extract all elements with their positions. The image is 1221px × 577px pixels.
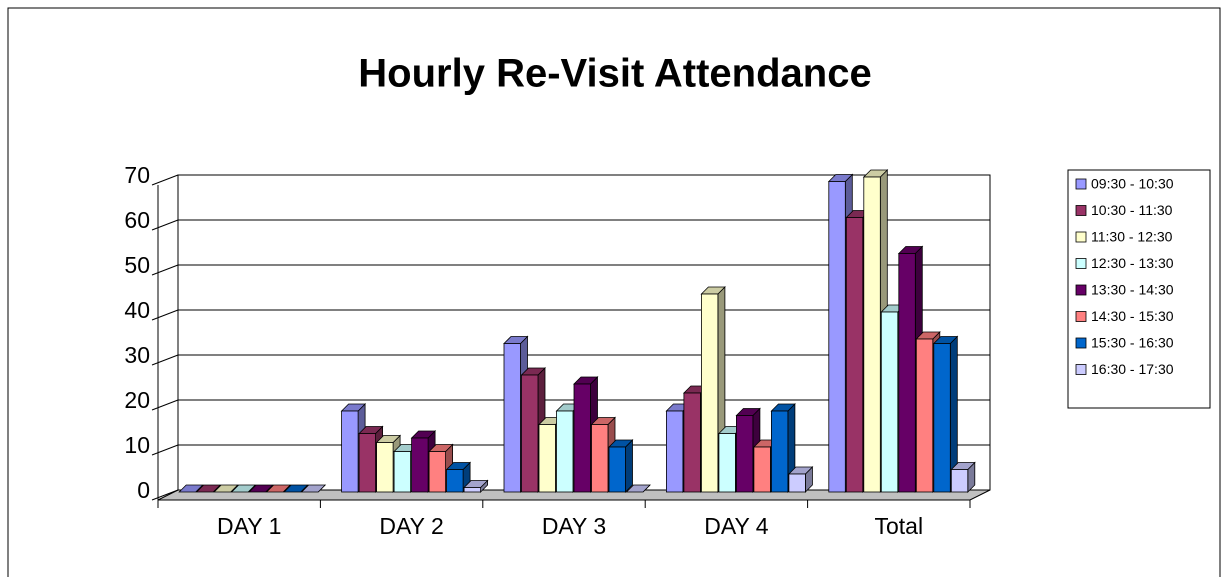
bar — [393, 451, 412, 493]
bar-top — [300, 484, 327, 493]
y-tick — [151, 354, 179, 366]
y-tick-label: 20 — [124, 387, 150, 413]
legend-label: 13:30 - 14:30 — [1091, 282, 1174, 298]
bar — [573, 383, 591, 493]
y-tick — [151, 219, 179, 231]
bar — [521, 374, 539, 493]
bar-group — [463, 479, 489, 493]
legend-label: 14:30 - 15:30 — [1091, 308, 1174, 324]
legend-label: 15:30 - 16:30 — [1091, 335, 1174, 351]
x-tick-label: DAY 3 — [542, 513, 606, 539]
legend — [1067, 169, 1211, 409]
bar-group — [230, 484, 257, 493]
bar — [845, 217, 864, 493]
bar — [898, 253, 916, 493]
bar-top — [265, 484, 292, 493]
bar — [591, 424, 609, 493]
bar — [718, 433, 736, 493]
bar — [411, 437, 429, 493]
y-tick — [151, 309, 179, 321]
bar-group — [300, 484, 327, 493]
legend-swatch — [1075, 231, 1087, 243]
bar-group — [283, 484, 309, 493]
legend-label: 16:30 - 17:30 — [1091, 361, 1174, 377]
bar — [556, 410, 574, 493]
bar-top — [178, 484, 204, 493]
bar — [753, 446, 771, 493]
chart-title: Hourly Re-Visit Attendance — [358, 52, 871, 96]
bar-group — [178, 484, 204, 493]
bar — [863, 176, 881, 493]
x-tick-label: DAY 1 — [217, 513, 281, 539]
bar — [701, 293, 719, 493]
chart-frame — [7, 7, 1221, 577]
bar — [608, 446, 626, 493]
bar — [503, 343, 521, 493]
y-tick-label: 40 — [124, 297, 150, 323]
bar-group — [932, 335, 959, 493]
bar — [428, 451, 447, 493]
y-tick — [151, 174, 179, 186]
legend-swatch — [1075, 258, 1087, 269]
bar-top — [625, 484, 651, 493]
bar — [933, 343, 951, 493]
bar — [880, 311, 899, 493]
bar-top — [230, 484, 257, 493]
bar-top — [283, 484, 309, 493]
legend-swatch — [1075, 364, 1087, 375]
bar-group — [625, 484, 651, 493]
y-tick-label: 30 — [124, 342, 150, 368]
legend-label: 09:30 - 10:30 — [1091, 176, 1174, 192]
bar-top — [195, 484, 222, 493]
legend-swatch — [1075, 311, 1087, 322]
bar — [341, 410, 359, 493]
legend-swatch — [1075, 205, 1087, 216]
legend-label: 12:30 - 13:30 — [1091, 255, 1174, 271]
bar-group — [265, 484, 292, 493]
bar-group — [195, 484, 222, 493]
bar-group — [248, 484, 274, 493]
y-tick — [151, 399, 179, 411]
legend-label: 11:30 - 12:30 — [1091, 229, 1173, 245]
bar-group — [608, 439, 634, 493]
bar-side — [625, 439, 633, 493]
bar — [828, 181, 846, 493]
bar — [358, 433, 377, 493]
bar — [666, 410, 684, 493]
bar-group — [787, 466, 814, 493]
bar — [683, 392, 701, 493]
x-tick-label: DAY 4 — [704, 513, 769, 539]
bar-group — [213, 484, 239, 493]
y-tick-label: 50 — [124, 252, 150, 278]
x-tick-label: Total — [875, 513, 924, 539]
x-tick-label: DAY 2 — [379, 513, 443, 539]
legend-swatch — [1075, 284, 1087, 296]
legend-swatch — [1075, 178, 1087, 190]
y-tick — [151, 444, 179, 456]
bar — [950, 469, 969, 493]
y-tick-label: 60 — [124, 207, 150, 233]
y-tick — [151, 264, 179, 276]
legend-label: 10:30 - 11:30 — [1091, 202, 1173, 218]
bar-top — [213, 484, 239, 493]
y-tick-label: 10 — [124, 432, 150, 458]
bar — [538, 424, 556, 493]
y-tick-label: 0 — [137, 477, 150, 503]
bar — [771, 410, 789, 493]
bar — [463, 487, 482, 493]
y-tick-label: 70 — [124, 162, 150, 188]
bar — [736, 415, 754, 493]
bar-group — [950, 461, 976, 493]
bar-group — [340, 403, 367, 493]
bar-group — [700, 286, 726, 493]
bar — [915, 338, 934, 493]
y-tick — [151, 489, 179, 501]
bar — [446, 469, 464, 493]
legend-swatch — [1075, 337, 1087, 349]
bar — [376, 442, 394, 493]
bar — [788, 473, 806, 493]
bar-top — [248, 484, 274, 493]
